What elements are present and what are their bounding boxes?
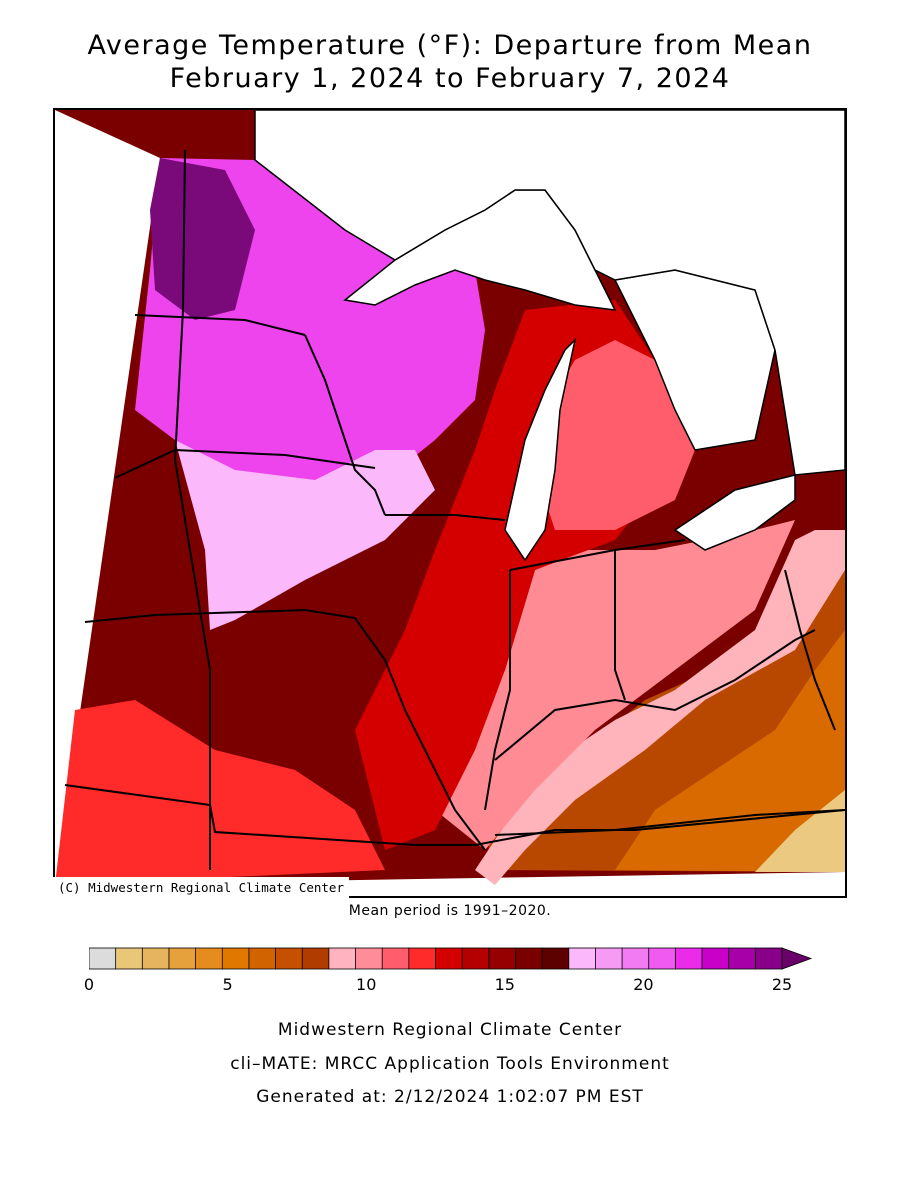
zone-pale-pink-minnesota xyxy=(175,440,435,630)
zone-salmon-michigan xyxy=(535,340,695,530)
zone-orange-southeast xyxy=(615,630,845,872)
border-il-west xyxy=(354,617,486,851)
border-mo-north xyxy=(84,608,356,623)
color-scale-swatch xyxy=(248,947,277,970)
color-scale-tick-label: 20 xyxy=(633,975,654,994)
map-canvas xyxy=(55,110,845,885)
border-ia-north xyxy=(114,448,376,479)
color-scale-swatch xyxy=(754,947,783,970)
map-title-line1: Average Temperature (°F): Departure from… xyxy=(87,30,813,61)
color-scale-bar xyxy=(89,947,813,970)
color-scale-tick-label: 15 xyxy=(494,975,515,994)
color-scale-swatch xyxy=(701,947,730,970)
border-ky-tn xyxy=(494,809,845,836)
color-scale-swatch xyxy=(168,947,197,970)
color-scale-swatch xyxy=(541,947,570,970)
border-mi-in xyxy=(509,539,686,571)
color-scale-swatch xyxy=(301,947,330,970)
color-scale-swatch xyxy=(221,947,250,970)
color-scale-tick-label: 25 xyxy=(771,975,793,994)
color-scale-swatch xyxy=(728,947,757,970)
footer-generated: Generated at: 2/12/2024 1:02:07 PM EST xyxy=(256,1087,644,1107)
color-scale-swatch xyxy=(275,947,303,970)
border-wi-west xyxy=(304,334,386,516)
color-scale-swatch xyxy=(648,947,677,970)
color-scale-swatch xyxy=(195,947,223,970)
color-scale-swatch xyxy=(381,947,410,970)
color-scale-swatch xyxy=(408,947,437,970)
color-scale-tick-label: 0 xyxy=(83,975,95,994)
color-scale-swatch xyxy=(488,947,517,970)
color-scale-swatch xyxy=(328,947,357,970)
footer-org: Midwestern Regional Climate Center xyxy=(277,1020,623,1040)
zone-salmon-indiana xyxy=(435,520,795,850)
color-scale-swatch xyxy=(621,947,650,970)
color-scale-tick-label: 5 xyxy=(222,975,233,994)
color-scale-overflow-arrow xyxy=(781,947,813,970)
map-title-line2: February 1, 2024 to February 7, 2024 xyxy=(169,63,731,94)
color-scale-swatch xyxy=(674,947,703,970)
color-scale-swatch xyxy=(115,947,144,970)
border-mn-north xyxy=(134,314,306,336)
border-ia-west xyxy=(173,149,211,870)
color-scale-swatch xyxy=(568,947,597,970)
color-scale-tick-label: 10 xyxy=(356,975,377,994)
lake-erie xyxy=(673,474,796,551)
mean-period-note: Mean period is 1991–2020. xyxy=(348,903,552,919)
border-wv xyxy=(784,569,836,731)
canada-land xyxy=(254,110,845,476)
temperature-departure-map xyxy=(53,108,847,898)
color-scale-swatch xyxy=(355,947,383,970)
lake-michigan xyxy=(504,337,577,562)
color-scale-swatch xyxy=(461,947,490,970)
border-wi-il xyxy=(385,514,506,521)
zone-purple-northwest xyxy=(150,158,255,320)
color-scale-swatch xyxy=(141,947,170,970)
zone-bright-red-southwest xyxy=(55,700,385,885)
border-oh-river xyxy=(494,629,816,761)
footer-tool: cli–MATE: MRCC Application Tools Environ… xyxy=(230,1054,670,1074)
border-in-east xyxy=(614,550,626,701)
color-scale-swatch xyxy=(89,947,117,970)
color-scale-swatch xyxy=(595,947,623,970)
color-scale-swatch xyxy=(435,947,463,970)
map-credit: (C) Midwestern Regional Climate Center xyxy=(53,877,349,898)
border-il-east xyxy=(484,570,511,811)
color-scale-swatch xyxy=(515,947,543,970)
